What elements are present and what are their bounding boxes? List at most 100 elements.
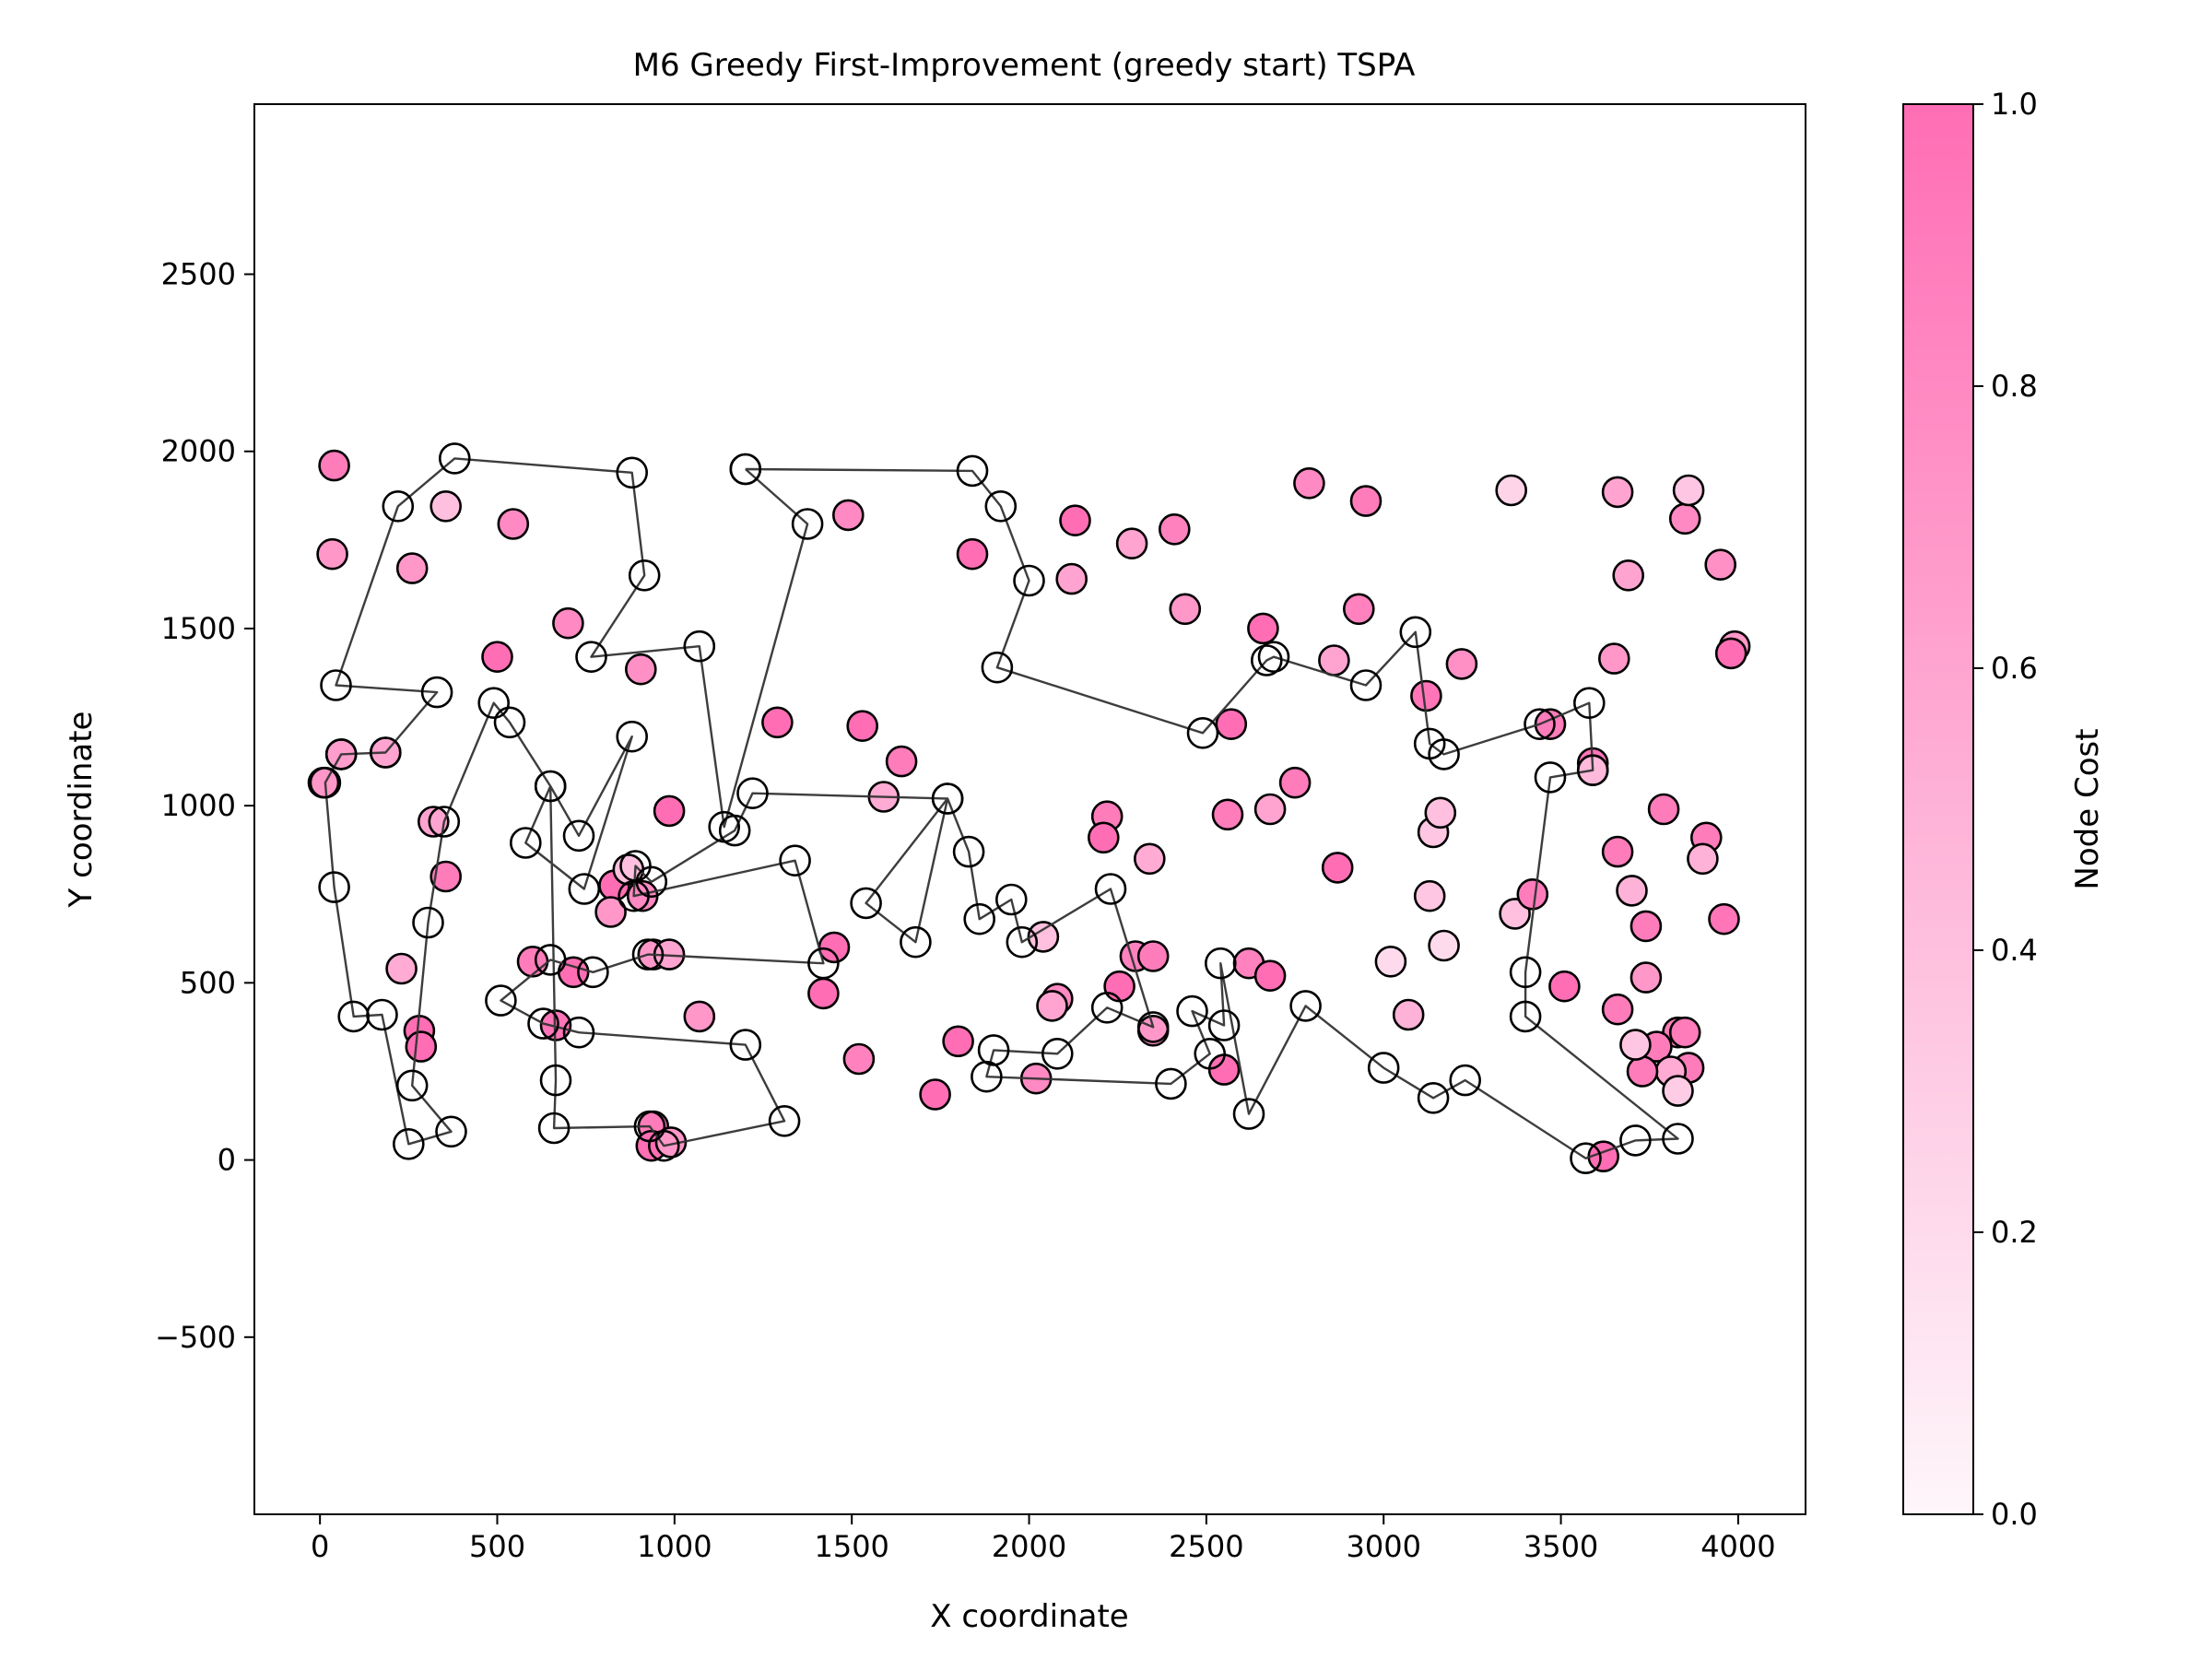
route-node-point — [309, 766, 342, 799]
x-axis: 0 500 1000 1500 2000 2500 3000 3500 4000 — [311, 1514, 1776, 1564]
colorbar-tick-label: 0.8 — [1991, 369, 2038, 404]
route-node-point — [320, 669, 352, 701]
route-node-point — [616, 456, 649, 489]
route-node-point — [631, 938, 665, 971]
route-node-point — [1570, 1142, 1602, 1174]
route-node-point — [1013, 564, 1045, 597]
y-tick-label: −500 — [155, 1320, 236, 1355]
node-point — [1516, 877, 1549, 911]
node-point — [1619, 1029, 1652, 1061]
x-tick-label: 0 — [311, 1529, 329, 1564]
node-point — [1672, 474, 1705, 507]
node-point — [885, 745, 918, 778]
node-point — [818, 931, 851, 964]
node-point — [1293, 466, 1325, 500]
node-point — [1211, 798, 1244, 831]
route-node-point — [1257, 641, 1290, 674]
node-point — [1601, 993, 1634, 1026]
plot-area — [307, 442, 1751, 1174]
node-point — [831, 499, 865, 532]
node-point — [1428, 929, 1460, 962]
node-point — [1253, 959, 1287, 992]
route-node-point — [324, 738, 358, 771]
node-point — [1253, 793, 1287, 826]
colorbar-tick-label: 1.0 — [1991, 87, 2038, 122]
node-point — [429, 489, 463, 523]
node-point — [1134, 842, 1166, 876]
node-point — [1247, 612, 1279, 645]
node-point — [395, 552, 429, 584]
route-node-point — [1094, 873, 1127, 905]
route-node-point — [981, 651, 1014, 684]
route-node-point — [1524, 708, 1556, 741]
node-point — [942, 1025, 974, 1058]
route-node-point — [1509, 956, 1542, 989]
route-node-point — [1207, 1009, 1241, 1041]
y-tick-label: 1500 — [161, 611, 236, 646]
route-node-point — [736, 777, 769, 810]
route-node-point — [807, 947, 840, 980]
node-point — [1318, 644, 1350, 677]
route-node-point — [1041, 1038, 1074, 1070]
node-point — [1601, 835, 1634, 868]
route-node-point — [1576, 754, 1609, 787]
y-tick-label: 0 — [218, 1143, 236, 1178]
node-point — [1278, 766, 1312, 799]
node-point — [1036, 990, 1068, 1022]
node-point — [653, 794, 686, 828]
node-point — [1708, 902, 1740, 935]
node-point — [1668, 502, 1701, 535]
node-point — [1159, 512, 1191, 546]
route-node-point — [1417, 1082, 1450, 1114]
node-point — [497, 508, 530, 540]
chart-title: M6 Greedy First-Improvement (greedy star… — [633, 47, 1416, 84]
node-point — [594, 896, 627, 928]
node-point — [1055, 562, 1088, 595]
node-point — [1714, 637, 1747, 670]
route-node-point — [1619, 1124, 1652, 1157]
route-node-point — [438, 442, 471, 475]
x-tick-label: 4000 — [1700, 1529, 1775, 1564]
route-node-point — [683, 629, 716, 663]
route-node-point — [900, 925, 932, 959]
route-node-point — [412, 906, 444, 939]
y-tick-label: 2500 — [161, 257, 236, 292]
node-point — [1392, 998, 1425, 1031]
node-point — [683, 1000, 716, 1033]
route-node-point — [956, 454, 989, 488]
route-node-point — [628, 559, 661, 592]
route-node-point — [708, 810, 741, 843]
node-point — [1103, 970, 1135, 1003]
x-axis-label: X coordinate — [930, 1598, 1128, 1635]
node-point — [846, 710, 879, 743]
x-tick-label: 3000 — [1347, 1529, 1421, 1564]
route-node-point — [1251, 644, 1283, 677]
node-point — [956, 537, 989, 571]
colorbar-label: Node Cost — [2069, 728, 2106, 889]
route-node-point — [382, 489, 415, 523]
y-tick-label: 500 — [180, 965, 236, 1000]
route-node-point — [562, 819, 595, 853]
route-node-point — [395, 1069, 429, 1102]
colorbar-tick-label: 0.2 — [1991, 1215, 2038, 1250]
node-point — [552, 606, 584, 640]
route-node-point — [1573, 687, 1606, 720]
route-node-point — [768, 1105, 801, 1137]
route-node-point — [1289, 990, 1322, 1022]
route-node-point — [568, 873, 601, 905]
route-node-point — [577, 956, 609, 989]
route-node-point — [1428, 738, 1460, 771]
node-point — [481, 641, 513, 674]
node-point — [1598, 642, 1630, 675]
node-point — [1343, 593, 1375, 626]
node-point — [1647, 793, 1680, 826]
node-point — [316, 537, 348, 571]
colorbar — [1902, 103, 1974, 1515]
node-point — [1668, 1016, 1701, 1049]
route-node-point — [1509, 1000, 1542, 1033]
node-point — [807, 977, 840, 1010]
node-point — [1662, 1075, 1694, 1107]
route-node-point — [534, 770, 567, 803]
node-point — [318, 449, 350, 482]
route-node-point — [392, 1128, 425, 1160]
